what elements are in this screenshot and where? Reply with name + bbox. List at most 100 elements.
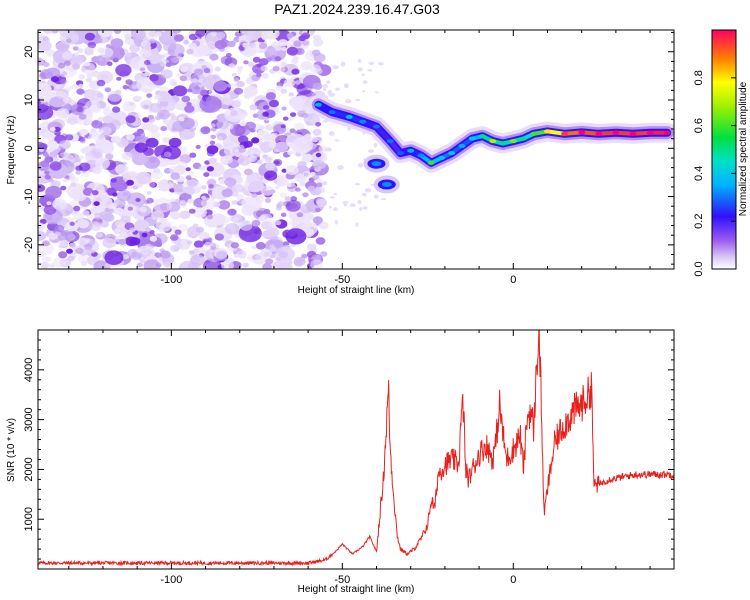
noise-blob xyxy=(274,56,282,62)
noise-blob xyxy=(168,79,175,85)
noise-blob xyxy=(192,248,200,254)
noise-blob xyxy=(151,210,165,221)
noise-blob xyxy=(130,55,150,71)
noise-blob xyxy=(72,189,78,194)
noise-blob xyxy=(204,160,211,165)
noise-blob xyxy=(38,161,50,171)
noise-blob xyxy=(209,53,219,61)
noise-blob xyxy=(208,184,214,189)
noise-blob xyxy=(263,105,270,110)
noise-blob xyxy=(47,91,69,108)
noise-blob xyxy=(136,95,143,101)
noise-blob xyxy=(97,116,104,122)
spectrogram-x-axis-label: Height of straight line (km) xyxy=(298,285,415,296)
noise-blob xyxy=(251,219,261,227)
noise-blob xyxy=(198,165,206,171)
noise-blob xyxy=(236,80,245,88)
noise-blob xyxy=(65,134,74,141)
noise-blob xyxy=(327,90,333,95)
noise-blob xyxy=(72,46,79,51)
noise-blob xyxy=(263,208,271,215)
noise-blob xyxy=(43,62,50,67)
noise-blob xyxy=(95,231,103,238)
noise-blob xyxy=(216,31,226,39)
noise-blob xyxy=(38,40,52,52)
noise-blob xyxy=(242,42,249,48)
noise-blob xyxy=(312,216,323,225)
signal-spur-core xyxy=(381,182,392,187)
noise-blob xyxy=(78,136,86,142)
noise-blob xyxy=(42,240,50,247)
noise-blob xyxy=(233,253,240,259)
noise-blob xyxy=(233,87,244,95)
noise-blob xyxy=(149,235,158,242)
noise-blob xyxy=(361,73,365,76)
noise-blob xyxy=(142,172,148,177)
noise-blob xyxy=(75,247,84,255)
noise-blob xyxy=(57,230,75,243)
noise-blob xyxy=(213,166,220,172)
noise-blob xyxy=(311,137,319,143)
noise-blob xyxy=(108,202,118,210)
noise-blob xyxy=(114,207,124,215)
noise-blob xyxy=(162,119,169,124)
noise-blob xyxy=(288,96,304,108)
noise-blob xyxy=(51,30,59,34)
noise-blob xyxy=(83,118,93,126)
noise-blob xyxy=(162,137,170,143)
noise-blob xyxy=(62,178,69,183)
noise-blob xyxy=(107,61,113,66)
noise-blob xyxy=(80,67,86,72)
noise-blob xyxy=(276,180,285,186)
noise-blob xyxy=(115,64,132,77)
noise-blob xyxy=(99,210,113,221)
noise-blob xyxy=(65,221,79,232)
noise-blob xyxy=(38,147,45,153)
noise-blob xyxy=(312,128,322,136)
noise-blob xyxy=(337,165,344,171)
noise-blob xyxy=(307,243,317,251)
noise-blob xyxy=(163,151,172,158)
snr-plot-frame xyxy=(37,329,675,570)
noise-blob xyxy=(38,222,45,232)
colorbar-tick-label: 0.4 xyxy=(693,166,705,181)
spectrogram-plot-frame xyxy=(37,29,675,270)
noise-blob xyxy=(278,262,293,269)
noise-blob xyxy=(172,85,188,97)
noise-blob xyxy=(291,68,300,75)
noise-blob xyxy=(232,217,240,223)
noise-blob xyxy=(294,80,301,85)
noise-blob xyxy=(247,35,255,42)
x-tick-label: -100 xyxy=(160,274,182,286)
noise-blob xyxy=(192,199,203,207)
noise-blob xyxy=(280,192,288,199)
noise-blob xyxy=(135,175,143,181)
noise-blob xyxy=(181,179,202,195)
noise-blob xyxy=(345,99,352,104)
snr-axes: -100 -50 0 1000 2000 3000 4000 xyxy=(23,329,674,586)
noise-blob xyxy=(179,75,188,82)
noise-blob xyxy=(188,250,195,255)
noise-blob xyxy=(288,92,295,97)
noise-blob xyxy=(102,115,113,124)
spectrogram-y-axis-label: Frequency (Hz) xyxy=(6,116,17,185)
signal-peak xyxy=(479,134,486,139)
noise-blob xyxy=(188,208,196,214)
noise-blob xyxy=(318,221,329,230)
noise-blob xyxy=(54,231,61,236)
noise-blob xyxy=(193,207,207,218)
noise-blob xyxy=(322,83,328,89)
signal-peak xyxy=(646,130,654,135)
noise-blob xyxy=(187,198,194,204)
noise-blob xyxy=(153,167,161,174)
noise-blob xyxy=(49,127,56,132)
noise-blob xyxy=(316,186,325,194)
noise-blob xyxy=(247,62,254,67)
signal-peak xyxy=(373,124,380,129)
noise-blob xyxy=(286,46,299,56)
signal-segment xyxy=(374,124,393,144)
y-tick-label: -20 xyxy=(23,237,35,253)
noise-blob xyxy=(147,116,156,123)
y-tick-label: 10 xyxy=(23,94,35,106)
noise-blob xyxy=(69,221,75,226)
